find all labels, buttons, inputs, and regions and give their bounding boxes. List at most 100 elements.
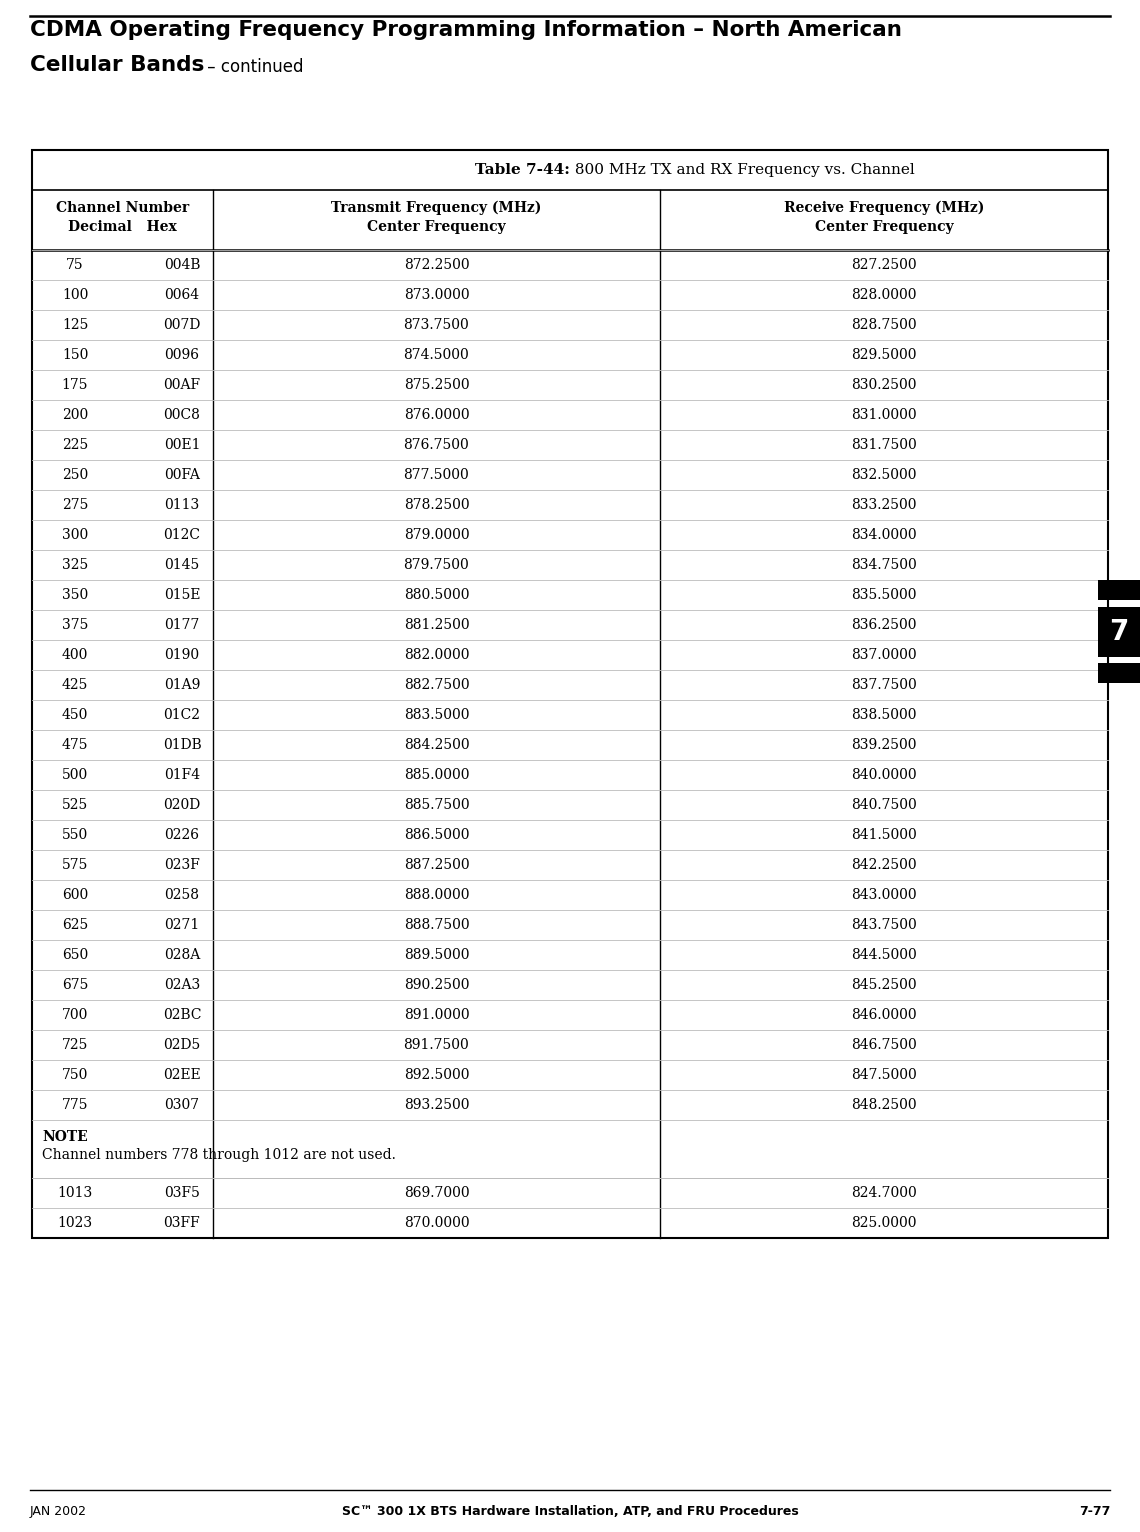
Text: 03FF: 03FF (164, 1216, 201, 1230)
Text: 834.0000: 834.0000 (852, 529, 917, 542)
Text: 75: 75 (66, 257, 84, 273)
Text: 775: 775 (62, 1098, 88, 1112)
Text: 888.7500: 888.7500 (404, 918, 470, 931)
Text: 891.7500: 891.7500 (404, 1039, 470, 1052)
Text: 02BC: 02BC (163, 1008, 202, 1022)
Text: 837.0000: 837.0000 (852, 648, 917, 662)
Text: 0113: 0113 (164, 498, 200, 512)
Text: 00FA: 00FA (164, 467, 200, 483)
Text: 03F5: 03F5 (164, 1186, 200, 1200)
Bar (1098, 581, 1140, 601)
Text: 888.0000: 888.0000 (404, 889, 470, 902)
Text: 841.5000: 841.5000 (852, 827, 917, 843)
Text: 0258: 0258 (164, 889, 200, 902)
Text: Transmit Frequency (MHz): Transmit Frequency (MHz) (332, 201, 542, 214)
Text: 450: 450 (62, 708, 88, 722)
Text: 846.7500: 846.7500 (852, 1039, 917, 1052)
Text: 028A: 028A (164, 948, 201, 962)
Text: 873.0000: 873.0000 (404, 288, 470, 302)
Text: 838.5000: 838.5000 (852, 708, 917, 722)
Text: 829.5000: 829.5000 (852, 348, 917, 362)
Text: 0190: 0190 (164, 648, 200, 662)
Text: 012C: 012C (163, 529, 201, 542)
Text: 885.7500: 885.7500 (404, 798, 470, 812)
Text: 833.2500: 833.2500 (852, 498, 917, 512)
Text: 600: 600 (62, 889, 88, 902)
Text: 0064: 0064 (164, 288, 200, 302)
Text: 882.0000: 882.0000 (404, 648, 470, 662)
Text: 200: 200 (62, 408, 88, 421)
Text: 325: 325 (62, 558, 88, 571)
Text: 015E: 015E (164, 588, 201, 602)
Text: 872.2500: 872.2500 (404, 257, 470, 273)
Text: 475: 475 (62, 738, 88, 752)
Text: 550: 550 (62, 827, 88, 843)
Text: Table 7-44:: Table 7-44: (475, 162, 570, 178)
Text: 843.0000: 843.0000 (852, 889, 917, 902)
Text: 0307: 0307 (164, 1098, 200, 1112)
Text: 575: 575 (62, 858, 88, 872)
Text: 01DB: 01DB (163, 738, 202, 752)
Text: 842.2500: 842.2500 (852, 858, 917, 872)
Text: 0145: 0145 (164, 558, 200, 571)
Text: 876.0000: 876.0000 (404, 408, 470, 421)
Text: – continued: – continued (202, 58, 303, 77)
Text: 883.5000: 883.5000 (404, 708, 470, 722)
Text: 870.0000: 870.0000 (404, 1216, 470, 1230)
Text: 881.2500: 881.2500 (404, 617, 470, 633)
Text: NOTE: NOTE (42, 1131, 88, 1144)
Text: 525: 525 (62, 798, 88, 812)
Text: 834.7500: 834.7500 (852, 558, 917, 571)
Text: 835.5000: 835.5000 (852, 588, 917, 602)
Bar (1098, 607, 1140, 657)
Text: 750: 750 (62, 1068, 88, 1082)
Text: 0096: 0096 (164, 348, 200, 362)
Text: 879.7500: 879.7500 (404, 558, 470, 571)
Text: Receive Frequency (MHz): Receive Frequency (MHz) (784, 201, 984, 214)
Text: 400: 400 (62, 648, 88, 662)
Text: Channel Number: Channel Number (56, 201, 189, 214)
Text: 7-77: 7-77 (1078, 1504, 1110, 1518)
Text: 275: 275 (62, 498, 88, 512)
Text: 1013: 1013 (57, 1186, 92, 1200)
Text: 007D: 007D (163, 319, 201, 332)
Text: 00E1: 00E1 (164, 438, 201, 452)
Text: 873.7500: 873.7500 (404, 319, 470, 332)
Text: 880.5000: 880.5000 (404, 588, 470, 602)
Text: 891.0000: 891.0000 (404, 1008, 470, 1022)
Text: 020D: 020D (163, 798, 201, 812)
Text: 887.2500: 887.2500 (404, 858, 470, 872)
Text: 125: 125 (62, 319, 88, 332)
Text: 843.7500: 843.7500 (852, 918, 917, 931)
Text: 832.5000: 832.5000 (852, 467, 917, 483)
Text: 675: 675 (62, 977, 88, 993)
Text: 879.0000: 879.0000 (404, 529, 470, 542)
Text: 847.5000: 847.5000 (852, 1068, 917, 1082)
Text: 100: 100 (62, 288, 88, 302)
Text: 890.2500: 890.2500 (404, 977, 470, 993)
Text: 875.2500: 875.2500 (404, 378, 470, 392)
Text: 827.2500: 827.2500 (852, 257, 917, 273)
Text: 01A9: 01A9 (164, 679, 201, 692)
Text: 846.0000: 846.0000 (852, 1008, 917, 1022)
Text: 831.0000: 831.0000 (852, 408, 917, 421)
Text: 828.0000: 828.0000 (852, 288, 917, 302)
Text: 837.7500: 837.7500 (852, 679, 917, 692)
Text: 0271: 0271 (164, 918, 200, 931)
Text: 300: 300 (62, 529, 88, 542)
Text: 350: 350 (62, 588, 88, 602)
Text: 225: 225 (62, 438, 88, 452)
Text: 877.5000: 877.5000 (404, 467, 470, 483)
Text: 0177: 0177 (164, 617, 200, 633)
Text: 882.7500: 882.7500 (404, 679, 470, 692)
Text: 250: 250 (62, 467, 88, 483)
Text: 828.7500: 828.7500 (852, 319, 917, 332)
Bar (32, 150, 1108, 1238)
Text: 375: 375 (62, 617, 88, 633)
Text: 876.7500: 876.7500 (404, 438, 470, 452)
Text: 7: 7 (1109, 617, 1129, 647)
Text: SC™ 300 1X BTS Hardware Installation, ATP, and FRU Procedures: SC™ 300 1X BTS Hardware Installation, AT… (342, 1504, 798, 1518)
Bar (1098, 663, 1140, 683)
Text: 884.2500: 884.2500 (404, 738, 470, 752)
Text: 840.0000: 840.0000 (852, 768, 917, 781)
